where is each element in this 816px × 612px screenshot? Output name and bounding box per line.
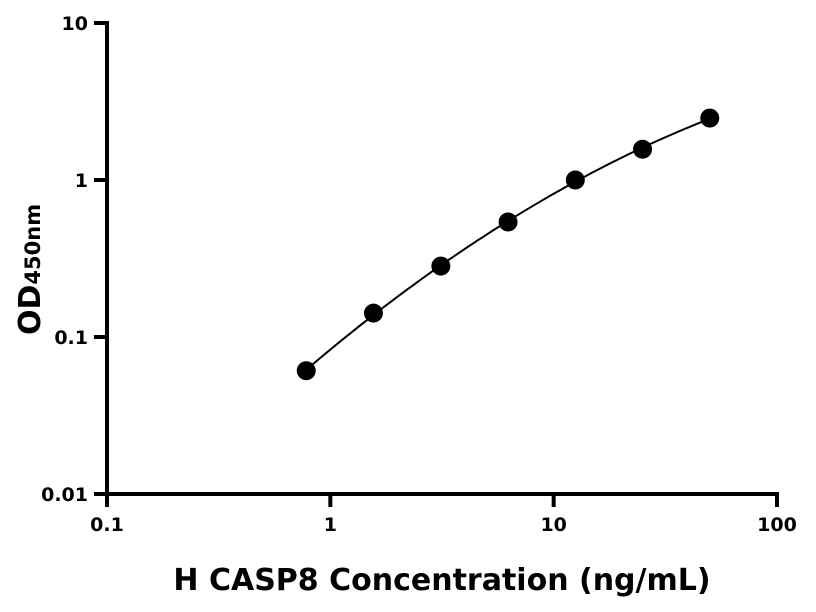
x-axis-ticks: 0.1 1 10 100 [90,494,797,536]
data-point [296,361,316,381]
data-point [363,303,383,323]
y-tick-label: 1 [75,170,88,192]
y-tick-label: 0.01 [41,484,88,506]
fit-curve [305,117,711,371]
data-point [431,256,451,276]
data-point [700,108,720,128]
data-point [498,212,518,232]
fit-curve-line [305,117,711,371]
y-tick-label: 0.1 [54,327,88,349]
y-axis-ticks: 0.01 0.1 1 10 [41,13,107,506]
y-axis-title-main: OD [13,285,48,335]
x-tick-label: 10 [540,514,566,536]
y-tick-label: 10 [62,13,88,35]
x-tick-label: 100 [757,514,797,536]
data-point [565,170,585,190]
data-points [296,108,720,381]
x-tick-label: 0.1 [90,514,124,536]
x-tick-label: 1 [324,514,337,536]
y-axis-title-subscript: 450nm [21,204,45,285]
x-axis-title: H CASP8 Concentration (ng/mL) [173,563,710,598]
data-point [633,139,653,159]
axes [105,21,779,496]
svg-text:OD450nm: OD450nm [13,204,48,335]
y-axis-title: OD450nm [13,204,48,335]
